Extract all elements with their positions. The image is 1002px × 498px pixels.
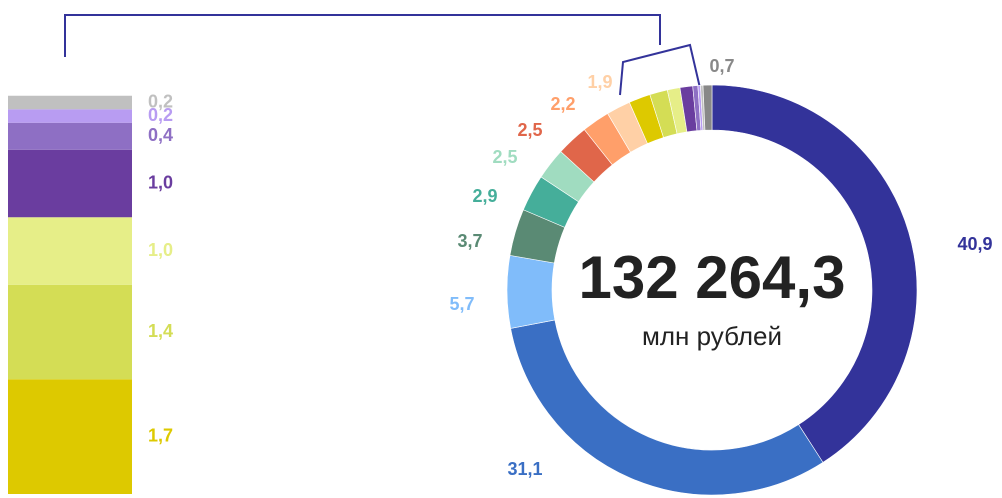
donut-segment [510,319,824,496]
data-label: 0,2 [148,91,173,111]
bar-segment [8,122,132,150]
data-label: 2,9 [472,186,497,206]
data-label: 1,0 [148,172,173,192]
bar-segment [8,379,132,494]
bracket [64,14,661,57]
bar-segment [8,109,132,123]
data-label: 2,2 [550,94,575,114]
data-label: 1,0 [148,240,173,260]
donut-segment [506,255,556,329]
data-label: 2,5 [492,147,517,167]
data-label: 31,1 [507,459,542,479]
bar-segment [8,284,132,380]
data-label: 2,5 [517,120,542,140]
bar-segment [8,95,132,110]
data-label: 40,9 [957,234,992,254]
donut-segment [702,84,713,131]
donut-segment [711,84,918,463]
data-label: 0,7 [709,56,734,76]
bar-segment [8,217,132,285]
center-title: 132 264,3 [579,244,846,311]
data-label: 3,7 [457,231,482,251]
data-label: 0,2 [148,105,173,125]
data-label: 1,4 [148,321,173,341]
data-label: 0,4 [148,125,173,145]
data-label: 1,7 [148,425,173,445]
bracket [619,43,701,96]
bar-segment [8,149,132,218]
data-label: 1,9 [587,72,612,92]
data-label: 5,7 [449,294,474,314]
center-subtitle: млн рублей [642,321,782,351]
